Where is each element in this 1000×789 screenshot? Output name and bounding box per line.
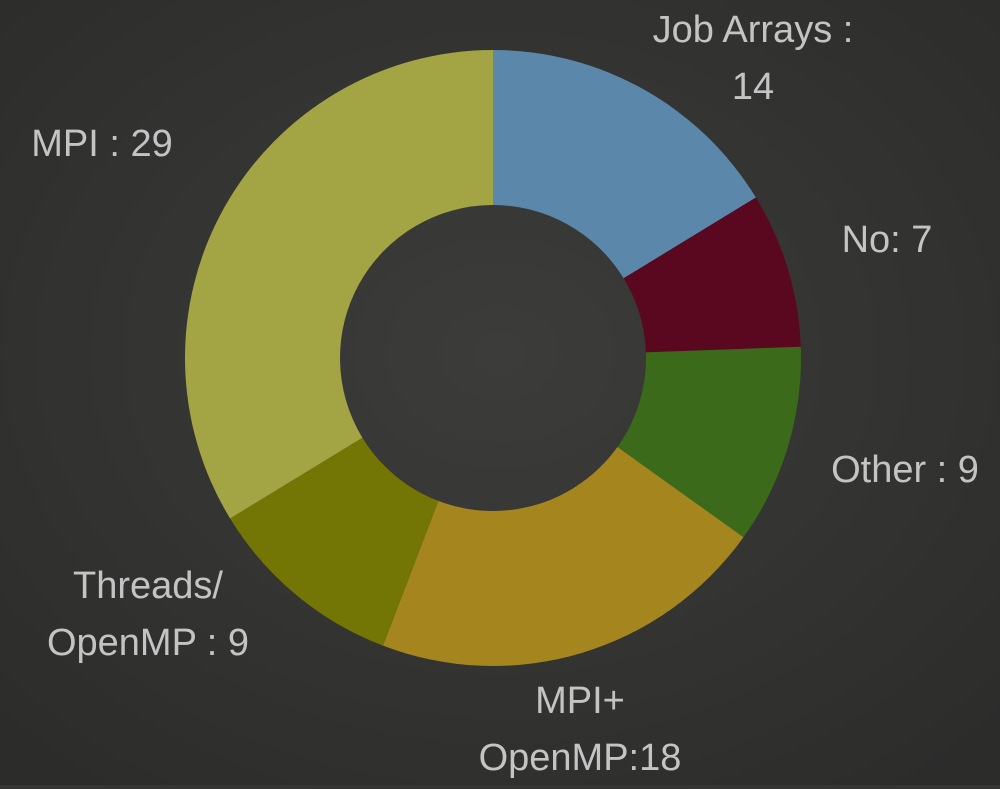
slice-label: Job Arrays : bbox=[653, 9, 854, 51]
donut-slice bbox=[382, 447, 744, 666]
slice-label: OpenMP:18 bbox=[479, 737, 682, 779]
slice-label: Other : 9 bbox=[831, 449, 979, 491]
slice-label: No: 7 bbox=[842, 219, 933, 261]
donut-slice bbox=[184, 50, 493, 519]
donut-slice bbox=[617, 346, 801, 538]
donut-slice bbox=[230, 437, 439, 646]
slice-label: Threads/ bbox=[73, 565, 223, 607]
slice-label: MPI+ bbox=[535, 680, 625, 722]
slice-label: OpenMP : 9 bbox=[47, 622, 249, 664]
slice-label: MPI : 29 bbox=[31, 123, 173, 165]
donut-slice bbox=[623, 197, 801, 353]
slice-label: 14 bbox=[732, 66, 774, 108]
donut-slice bbox=[493, 50, 756, 279]
